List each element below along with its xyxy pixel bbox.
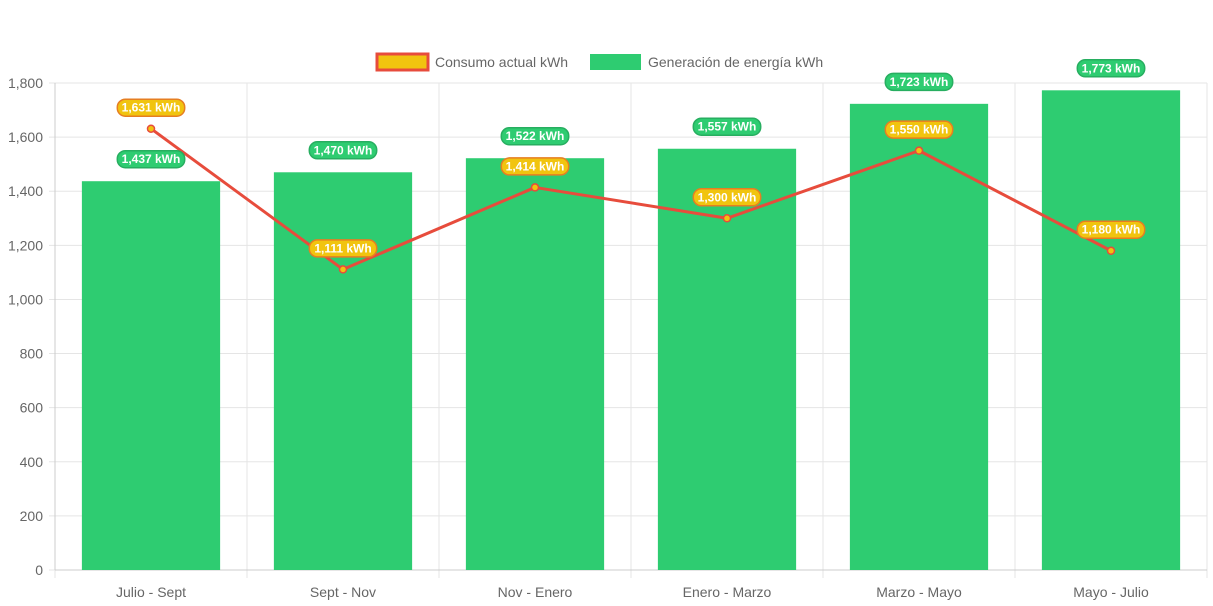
bar-data-label-bg [692,117,762,136]
line-data-label-bg [116,98,186,117]
line-data-labels: 1,631 kWh 1,111 kWh 1,414 kWh 1,300 kWh 1,55… [116,98,1146,258]
line-data-label-bg [308,239,378,258]
bar-data-label-bg [1076,59,1146,78]
bar-data-label: 1,723 kWh [884,72,954,92]
legend-label-generacion: Generación de energía kWh [648,54,823,70]
line-data-label: 1,111 kWh [308,239,378,258]
bar-data-label-text: 1,557 kWh [698,120,757,134]
y-axis: 0 200 400 600 800 1,000 1,200 1,400 1,600 1,800 [8,75,43,578]
line-data-label-text: 1,111 kWh [314,241,371,255]
bar[interactable] [849,103,989,571]
bar-data-label-text: 1,773 kWh [1082,61,1141,75]
bar[interactable] [1041,90,1181,571]
line-data-label: 1,300 kWh [692,188,762,207]
y-tick-label: 1,400 [8,183,43,199]
bar-data-label-bg [116,149,186,169]
bar-data-labels: 1,437 kWh 1,470 kWh 1,522 kWh 1,557 kWh 1,72… [116,59,1146,169]
line-data-label-bg [884,120,954,139]
legend-item-generacion[interactable]: Generación de energía kWh [590,54,823,70]
bar[interactable] [81,181,221,570]
y-tick-label: 400 [20,454,44,470]
line-point[interactable] [914,146,924,155]
bar-data-label-text: 1,723 kWh [890,75,949,89]
bar-series [81,90,1181,571]
bar-data-label-text: 1,522 kWh [506,129,565,143]
bar-data-label: 1,557 kWh [692,117,762,136]
x-tick-label: Julio - Sept [116,584,186,600]
line-data-label-text: 1,550 kWh [890,123,949,137]
bar-data-label: 1,470 kWh [308,141,378,160]
line-data-label-bg [692,188,762,207]
grid [49,82,1208,578]
line-point[interactable] [1106,246,1116,255]
x-tick-label: Enero - Marzo [683,584,772,600]
y-tick-label: 1,000 [8,291,43,307]
y-tick-label: 1,800 [8,75,43,91]
line-data-label: 1,550 kWh [884,120,954,139]
line-point[interactable] [146,124,156,133]
y-tick-label: 800 [20,346,44,362]
line-data-label-text: 1,414 kWh [506,159,565,173]
x-tick-label: Mayo - Julio [1073,584,1149,600]
y-tick-label: 1,200 [8,237,43,253]
x-tick-label: Nov - Enero [498,584,573,600]
y-tick-label: 1,600 [8,129,43,145]
line-data-label: 1,631 kWh [116,98,186,117]
line-data-label-text: 1,180 kWh [1082,223,1141,237]
y-tick-label: 200 [20,508,44,524]
legend-item-consumo[interactable]: Consumo actual kWh [375,52,568,72]
legend-swatch-generacion [590,54,641,70]
bar-data-label-text: 1,437 kWh [122,152,181,166]
line-data-label-text: 1,300 kWh [698,190,757,204]
line-data-label: 1,180 kWh [1076,220,1146,239]
bar-data-label-bg [884,72,954,92]
x-axis: Julio - Sept Sept - Nov Nov - Enero Enero -… [116,584,1149,600]
line-point[interactable] [530,183,540,192]
bar-data-label: 1,437 kWh [116,149,186,169]
bar-data-label-text: 1,470 kWh [314,143,373,157]
line-data-label-bg [1076,220,1146,239]
legend-swatch-consumo [375,52,430,72]
bar-data-label-bg [500,126,570,146]
x-tick-label: Marzo - Mayo [876,584,962,600]
line-point[interactable] [722,214,732,223]
y-tick-label: 600 [20,400,44,416]
bar-data-label: 1,522 kWh [500,126,570,146]
line-data-label: 1,414 kWh [500,157,570,176]
line-data-label-bg [500,157,570,176]
y-tick-label: 0 [35,562,43,578]
bar[interactable] [273,172,413,571]
line-point[interactable] [338,265,348,274]
legend: Consumo actual kWh Generación de energía … [375,52,823,72]
line-data-label-text: 1,631 kWh [122,101,181,115]
legend-label-consumo: Consumo actual kWh [435,54,568,70]
bar-data-label-bg [308,141,378,160]
bar[interactable] [465,158,605,570]
bar-data-label: 1,773 kWh [1076,59,1146,78]
x-tick-label: Sept - Nov [310,584,376,600]
